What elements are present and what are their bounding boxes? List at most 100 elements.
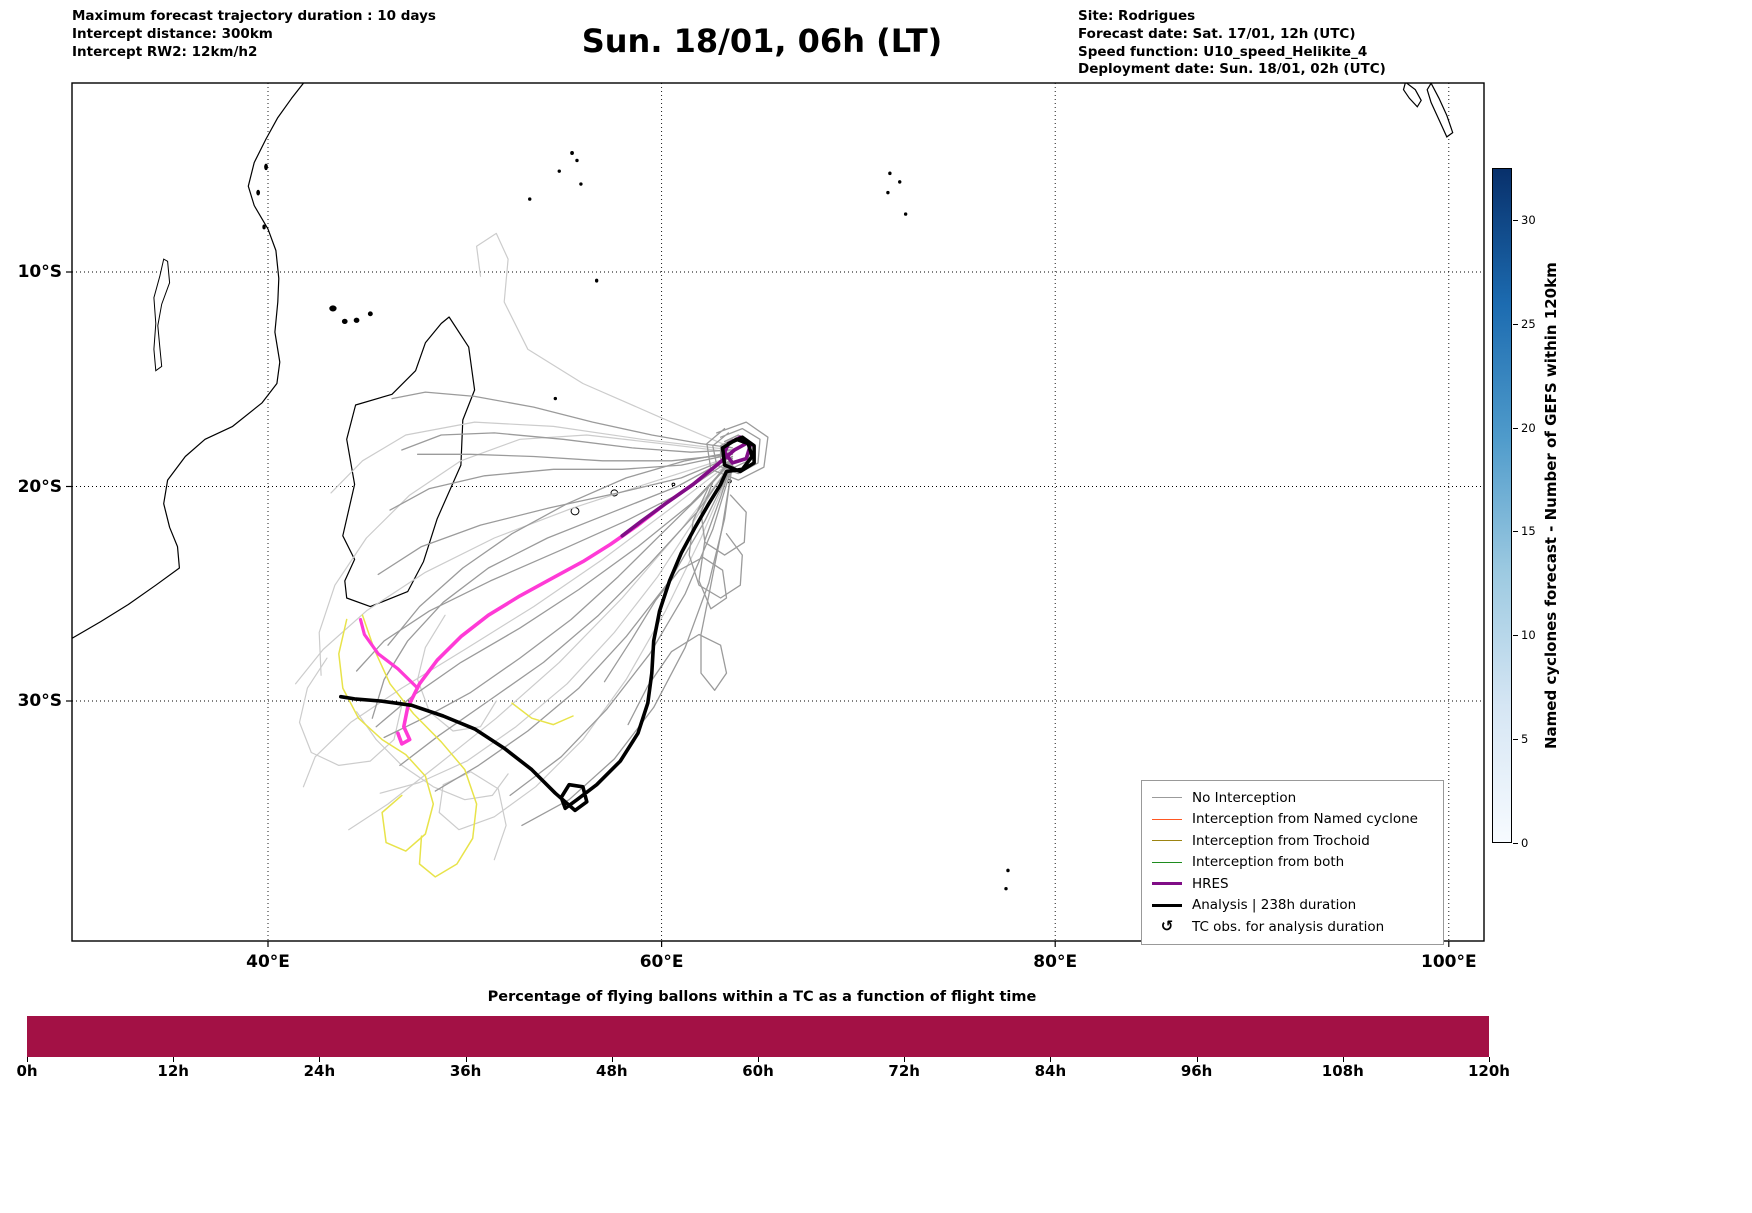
map-axes-frame [71,82,1485,942]
island-marker [903,212,908,216]
island-marker [579,182,583,186]
trajectory-ensemble-no-interception [706,421,769,481]
site-info-block: Site: Rodrigues Forecast date: Sat. 17/0… [1078,8,1386,79]
colorbar-tick-label: 5 [1521,732,1529,747]
colorbar-tick-label: 25 [1521,316,1536,331]
trajectory-analysis [338,435,756,813]
tc-obs-icon: ↺ [1160,917,1174,936]
colorbar-tick-label: 20 [1521,420,1536,435]
island-marker [898,180,902,184]
legend-sample [1152,861,1182,863]
sumatra-island-outline [1426,83,1454,138]
legend-sample [1152,903,1182,907]
legend-label: Interception from both [1192,854,1345,871]
legend-line-sample [1152,903,1182,907]
trajectory-ensemble-no-interception [434,464,734,792]
y-tick-label: 20°S [17,476,62,497]
colorbar-tick-mark [1513,635,1518,637]
legend-line-sample [1152,840,1182,842]
map-legend: No Interception Interception from Named c… [1141,780,1444,945]
balloon-percentage-bar [27,1016,1489,1057]
africa-coastline [72,83,304,640]
island-marker [553,396,558,401]
colorbar-tick-mark [1513,843,1518,844]
legend-sample: ↺ [1152,919,1182,934]
legend-label: No Interception [1192,789,1297,806]
trajectory-ensemble-faint [476,232,734,449]
colorbar-tick-label: 0 [1521,836,1529,850]
trajectory-ensemble-faint [330,421,734,494]
legend-label: Analysis | 238h duration [1192,897,1357,914]
forecast-date-text: Forecast date: Sat. 17/01, 12h (UTC) [1078,25,1356,42]
legend-label: Interception from Named cyclone [1192,811,1418,828]
colorbar-gradient [1493,169,1511,842]
trajectory-ensemble-no-interception [401,432,734,453]
trajectory-trochoid [338,618,435,852]
legend-line-sample [1152,882,1182,886]
trajectory-ensemble-no-interception [700,455,747,556]
trajectory-ensemble-faint [295,455,734,685]
colorbar-tick-mark [1513,739,1518,741]
trajectory-ensemble-no-interception [416,453,734,462]
trajectory-hres-early [620,441,749,538]
trajectory-ensemble-faint [318,434,734,676]
figure-title: Sun. 18/01, 06h (LT) [581,22,943,60]
legend-line-sample [1152,818,1182,820]
x-tick-label: 80°E [1033,952,1078,972]
island-marker [256,189,261,196]
trajectory-ensemble-no-interception [603,460,734,683]
legend-row: Interception from both [1152,852,1433,874]
bottom-x-tick-mark [904,1057,906,1062]
island-marker [341,318,348,324]
island-marker [528,197,532,201]
island-marker [888,171,892,176]
legend-sample [1152,818,1182,820]
colorbar-tick-mark [1513,323,1518,325]
island-marker [557,169,561,173]
colorbar-tick-label: 30 [1521,212,1536,227]
trajectory-ensemble-no-interception [509,464,734,797]
y-tick-label: 10°S [17,262,62,282]
legend-line-sample [1152,861,1182,863]
bottom-x-tick-mark [319,1057,321,1062]
trajectory-ensemble-no-interception [627,464,734,726]
bottom-chart-title: Percentage of flying ballons within a TC… [487,989,1037,1005]
bottom-x-tick-label: 12h [157,1062,189,1080]
island-marker [886,190,890,195]
trajectory-ensemble-no-interception [399,462,734,767]
map-plot-area [72,83,1484,941]
trajectory-ensemble-no-interception [688,460,743,599]
intercept-distance-text: Intercept distance: 300km [72,25,273,42]
max-duration-text: Maximum forecast trajectory duration : 1… [72,8,436,24]
lake-outline [153,258,171,372]
legend-row: Interception from Named cyclone [1152,809,1433,831]
bottom-x-tick-mark [1196,1057,1198,1062]
deployment-date-text: Deployment date: Sun. 18/01, 02h (UTC) [1078,61,1386,78]
bottom-x-tick-mark [27,1057,28,1062]
trajectory-trochoid [511,702,574,726]
speed-function-text: Speed function: U10_speed_Helikite_4 [1078,43,1368,60]
bottom-x-tick-label: 60h [742,1062,774,1080]
bottom-x-tick-label: 24h [303,1062,336,1080]
forecast-config-block: Maximum forecast trajectory duration : 1… [72,8,436,61]
colorbar-tick-mark [1513,427,1518,429]
site-text: Site: Rodrigues [1078,8,1196,24]
legend-sample [1152,797,1182,799]
legend-row: HRES [1152,873,1433,895]
legend-row: Analysis | 238h duration [1152,895,1433,917]
legend-sample [1152,882,1182,886]
island-marker [367,311,373,317]
trajectory-ensemble-faint [302,460,734,788]
bottom-x-tick-label: 108h [1321,1062,1364,1080]
island-marker [329,305,337,312]
island-marker [570,150,574,155]
legend-label: HRES [1192,875,1229,892]
island-marker [262,224,266,230]
trajectory-ensemble-no-interception [375,460,734,728]
x-tick-label: 40°E [246,952,290,972]
bottom-x-tick-label: 48h [596,1062,628,1080]
legend-row: ↺ TC obs. for analysis duration [1152,916,1433,938]
x-tick-label: 60°E [639,952,684,972]
